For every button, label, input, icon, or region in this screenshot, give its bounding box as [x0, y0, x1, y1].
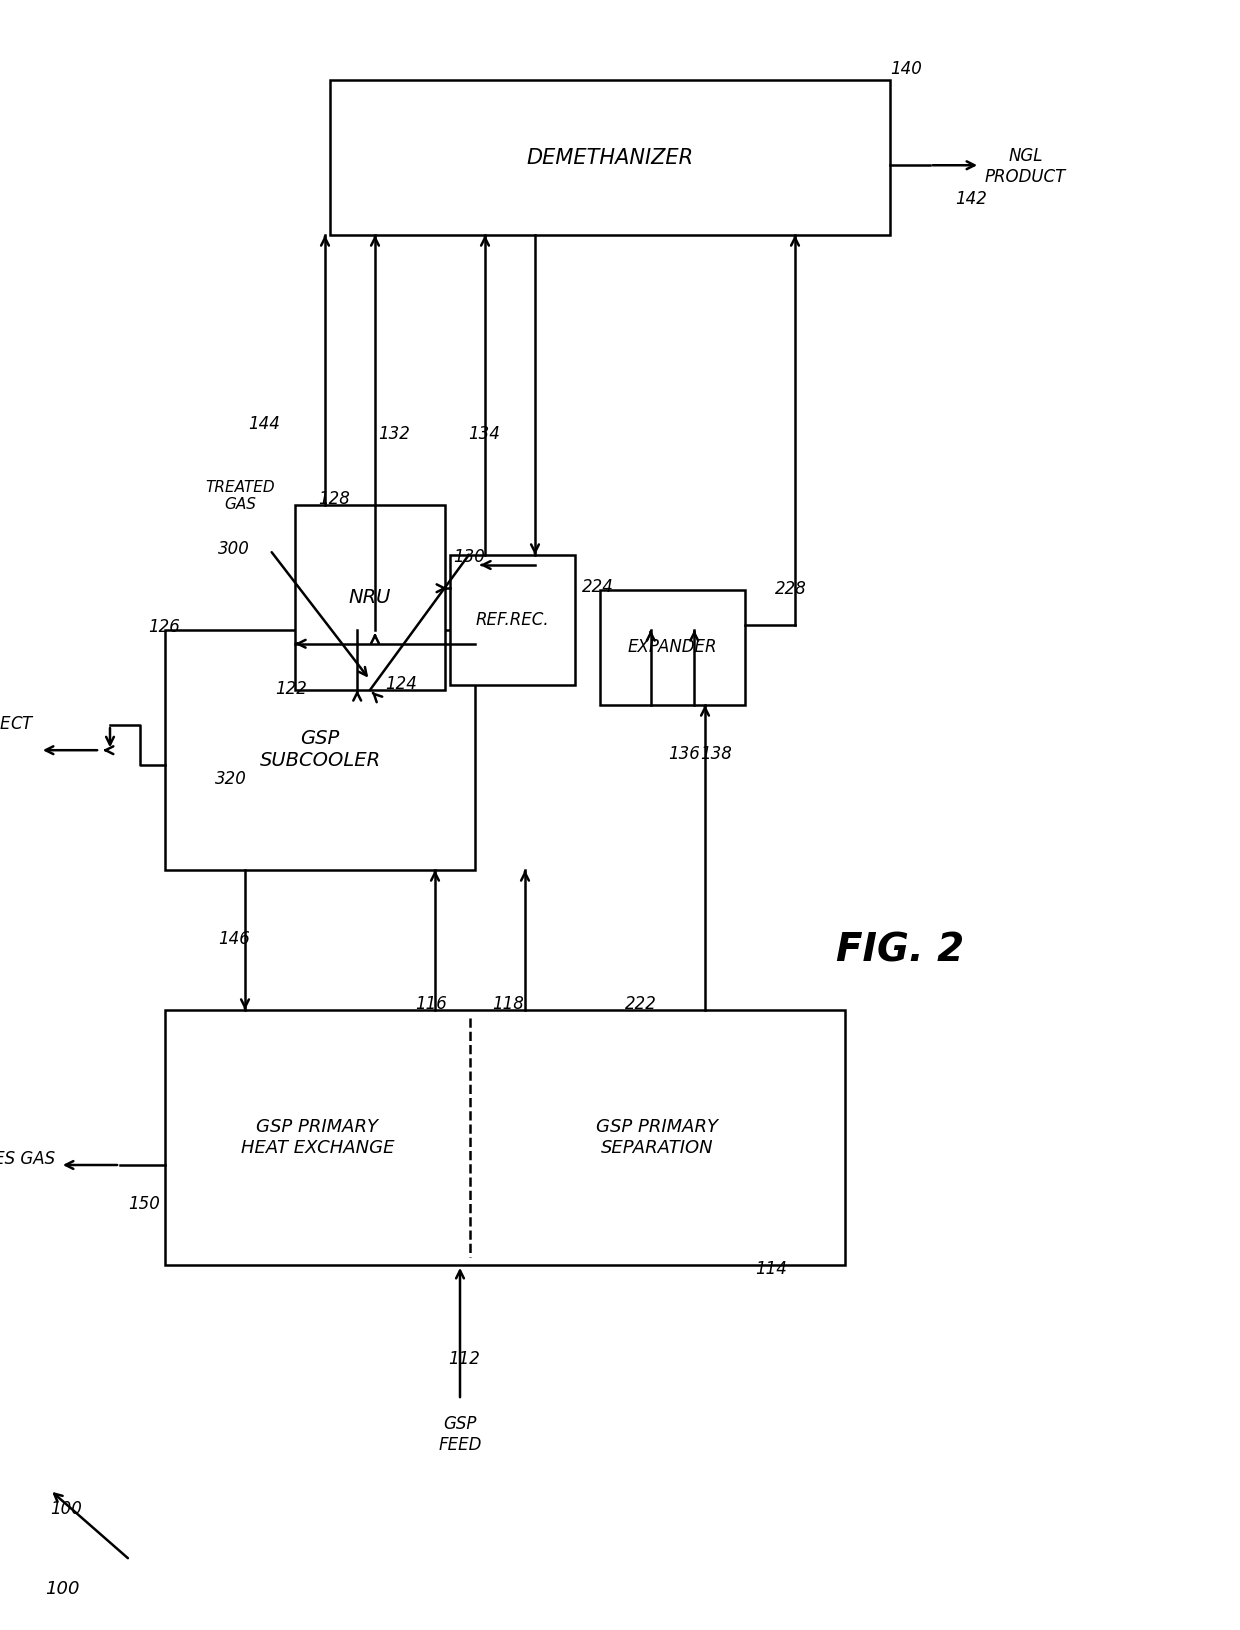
- Text: 116: 116: [415, 994, 446, 1012]
- Text: 140: 140: [890, 60, 921, 78]
- Bar: [600, 590, 745, 706]
- Text: FIG. 2: FIG. 2: [836, 931, 963, 968]
- Text: 144: 144: [248, 416, 280, 434]
- Bar: [165, 1011, 844, 1265]
- Text: GSP PRIMARY
HEAT EXCHANGE: GSP PRIMARY HEAT EXCHANGE: [241, 1118, 394, 1157]
- Text: NRU: NRU: [348, 588, 391, 606]
- Text: 114: 114: [755, 1260, 787, 1278]
- Text: 124: 124: [384, 675, 417, 693]
- Bar: [330, 80, 890, 235]
- Bar: [450, 554, 575, 685]
- Text: 100: 100: [50, 1500, 82, 1518]
- Text: REF.REC.: REF.REC.: [476, 611, 549, 629]
- Text: 100: 100: [45, 1579, 79, 1597]
- Text: 112: 112: [448, 1350, 480, 1368]
- Text: 122: 122: [275, 680, 306, 698]
- Text: 228: 228: [775, 580, 807, 598]
- Text: GSP
SUBCOOLER: GSP SUBCOOLER: [259, 730, 381, 771]
- Text: 132: 132: [378, 425, 410, 443]
- Text: DEMETHANIZER: DEMETHANIZER: [527, 147, 693, 168]
- Text: 128: 128: [317, 491, 350, 509]
- Text: 320: 320: [215, 769, 247, 787]
- Text: 150: 150: [128, 1195, 160, 1213]
- Text: 300: 300: [218, 540, 250, 557]
- Text: GSP
FEED: GSP FEED: [438, 1415, 481, 1454]
- Text: 136: 136: [668, 745, 699, 763]
- Bar: [295, 505, 445, 689]
- Text: TREATED
GAS: TREATED GAS: [205, 479, 275, 512]
- Text: 126: 126: [148, 618, 180, 636]
- Text: 130: 130: [453, 548, 485, 566]
- Text: $N_2$ REJECT: $N_2$ REJECT: [0, 714, 35, 735]
- Text: EXPANDER: EXPANDER: [627, 639, 717, 657]
- Text: 142: 142: [955, 191, 987, 209]
- Text: 134: 134: [467, 425, 500, 443]
- Text: 222: 222: [625, 994, 657, 1012]
- Text: GSP PRIMARY
SEPARATION: GSP PRIMARY SEPARATION: [596, 1118, 718, 1157]
- Text: 138: 138: [701, 745, 732, 763]
- Text: SALES GAS: SALES GAS: [0, 1151, 55, 1169]
- Text: NGL
PRODUCT: NGL PRODUCT: [985, 147, 1066, 186]
- Text: 224: 224: [582, 579, 614, 597]
- Text: 146: 146: [218, 931, 250, 949]
- Text: 118: 118: [492, 994, 523, 1012]
- Bar: [165, 631, 475, 870]
